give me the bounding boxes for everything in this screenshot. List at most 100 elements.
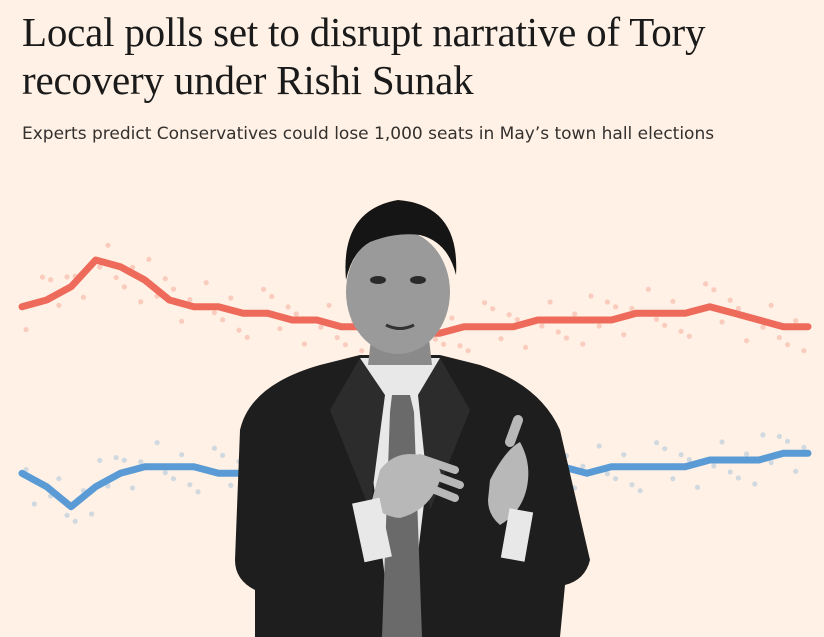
poll-point-labour [203,280,209,286]
poll-point-labour [612,304,619,310]
poll-point-labour [547,299,553,305]
poll-point-conservative [711,463,717,469]
poll-point-conservative [776,433,782,440]
poll-point-conservative [228,482,234,488]
poll-point-conservative [162,470,168,476]
poll-point-labour [727,297,733,303]
headline: Local polls set to disrupt narrative of … [22,9,706,103]
poll-point-labour [138,299,144,305]
poll-point-labour [260,286,267,292]
poll-point-labour [580,341,586,347]
poll-point-labour [481,300,488,306]
poll-point-labour [490,306,496,312]
poll-point-labour [465,348,471,354]
poll-point-labour [522,344,529,350]
poll-point-labour [743,338,750,344]
poll-point-labour [80,294,87,300]
poll-point-labour [39,274,46,280]
poll-point-labour [236,327,242,333]
poll-point-conservative [138,459,144,465]
poll-point-conservative [686,456,692,463]
poll-point-conservative [187,482,193,488]
poll-point-conservative [211,445,218,451]
poll-point-labour [301,341,308,347]
poll-point-labour [588,293,594,299]
poll-point-conservative [760,432,766,438]
poll-point-labour [64,274,70,280]
poll-point-conservative [727,469,733,475]
poll-point-labour [719,319,725,325]
poll-point-conservative [195,489,201,495]
poll-point-labour [449,315,455,321]
poll-point-labour [604,299,611,305]
poll-point-labour [56,302,62,308]
poll-point-labour [645,286,651,292]
poll-point-labour [662,322,668,328]
poll-point-conservative [629,482,635,488]
poll-point-conservative [752,481,758,487]
poll-point-labour [793,318,799,324]
poll-point-labour [621,332,627,338]
poll-point-conservative [694,484,701,490]
poll-point-conservative [793,468,799,474]
poll-point-conservative [219,452,226,458]
poll-point-labour [776,334,782,341]
poll-point-labour [129,264,136,270]
poll-point-conservative [56,476,62,482]
poll-point-labour [670,298,676,304]
poll-point-labour [228,295,234,301]
poll-point-labour [498,336,504,342]
poll-point-labour [113,274,119,281]
poll-point-conservative [113,454,119,461]
poll-point-labour [277,326,283,332]
poll-point-labour [686,333,692,339]
poll-point-labour [801,348,807,354]
poll-point-labour [179,318,185,324]
poll-point-conservative [801,444,807,450]
poll-point-conservative [784,438,791,444]
poll-point-labour [563,335,570,341]
poll-point-labour [555,329,561,335]
person-photo [235,200,590,637]
poll-point-conservative [678,452,684,458]
poll-point-conservative [719,439,725,445]
hero-image [0,180,824,637]
poll-point-labour [572,311,578,317]
poll-point-conservative [612,476,619,482]
poll-point-conservative [72,518,78,524]
poll-point-labour [170,286,177,292]
poll-point-labour [653,316,660,322]
poll-point-labour [269,293,275,300]
poll-point-labour [121,284,127,290]
poll-point-conservative [662,446,668,452]
poll-point-labour [187,296,193,303]
poll-point-labour [629,305,635,312]
poll-point-conservative [768,460,774,466]
poll-point-labour [211,310,218,316]
poll-point-labour [285,304,291,310]
poll-point-conservative [621,452,627,458]
poll-point-conservative [97,457,103,464]
poll-point-conservative [129,485,136,491]
poll-point-labour [244,334,250,340]
poll-point-labour [48,277,54,283]
poll-point-labour [293,311,299,317]
poll-point-conservative [179,452,185,458]
poll-point-conservative [637,488,643,494]
poll-point-conservative [154,440,160,446]
poll-point-conservative [653,440,660,446]
poll-point-labour [334,334,340,341]
standfirst: Experts predict Conservatives could lose… [22,124,715,144]
poll-point-labour [539,323,545,329]
poll-point-labour [703,281,709,287]
poll-point-conservative [170,476,177,482]
poll-point-conservative [64,512,70,518]
poll-point-labour [768,302,774,308]
poll-point-labour [711,287,717,293]
poll-point-labour [457,343,463,349]
poll-point-conservative [604,471,611,477]
poll-point-labour [678,328,684,334]
poll-point-conservative [31,501,37,507]
poll-point-labour [23,326,29,333]
poll-point-labour [97,264,103,270]
